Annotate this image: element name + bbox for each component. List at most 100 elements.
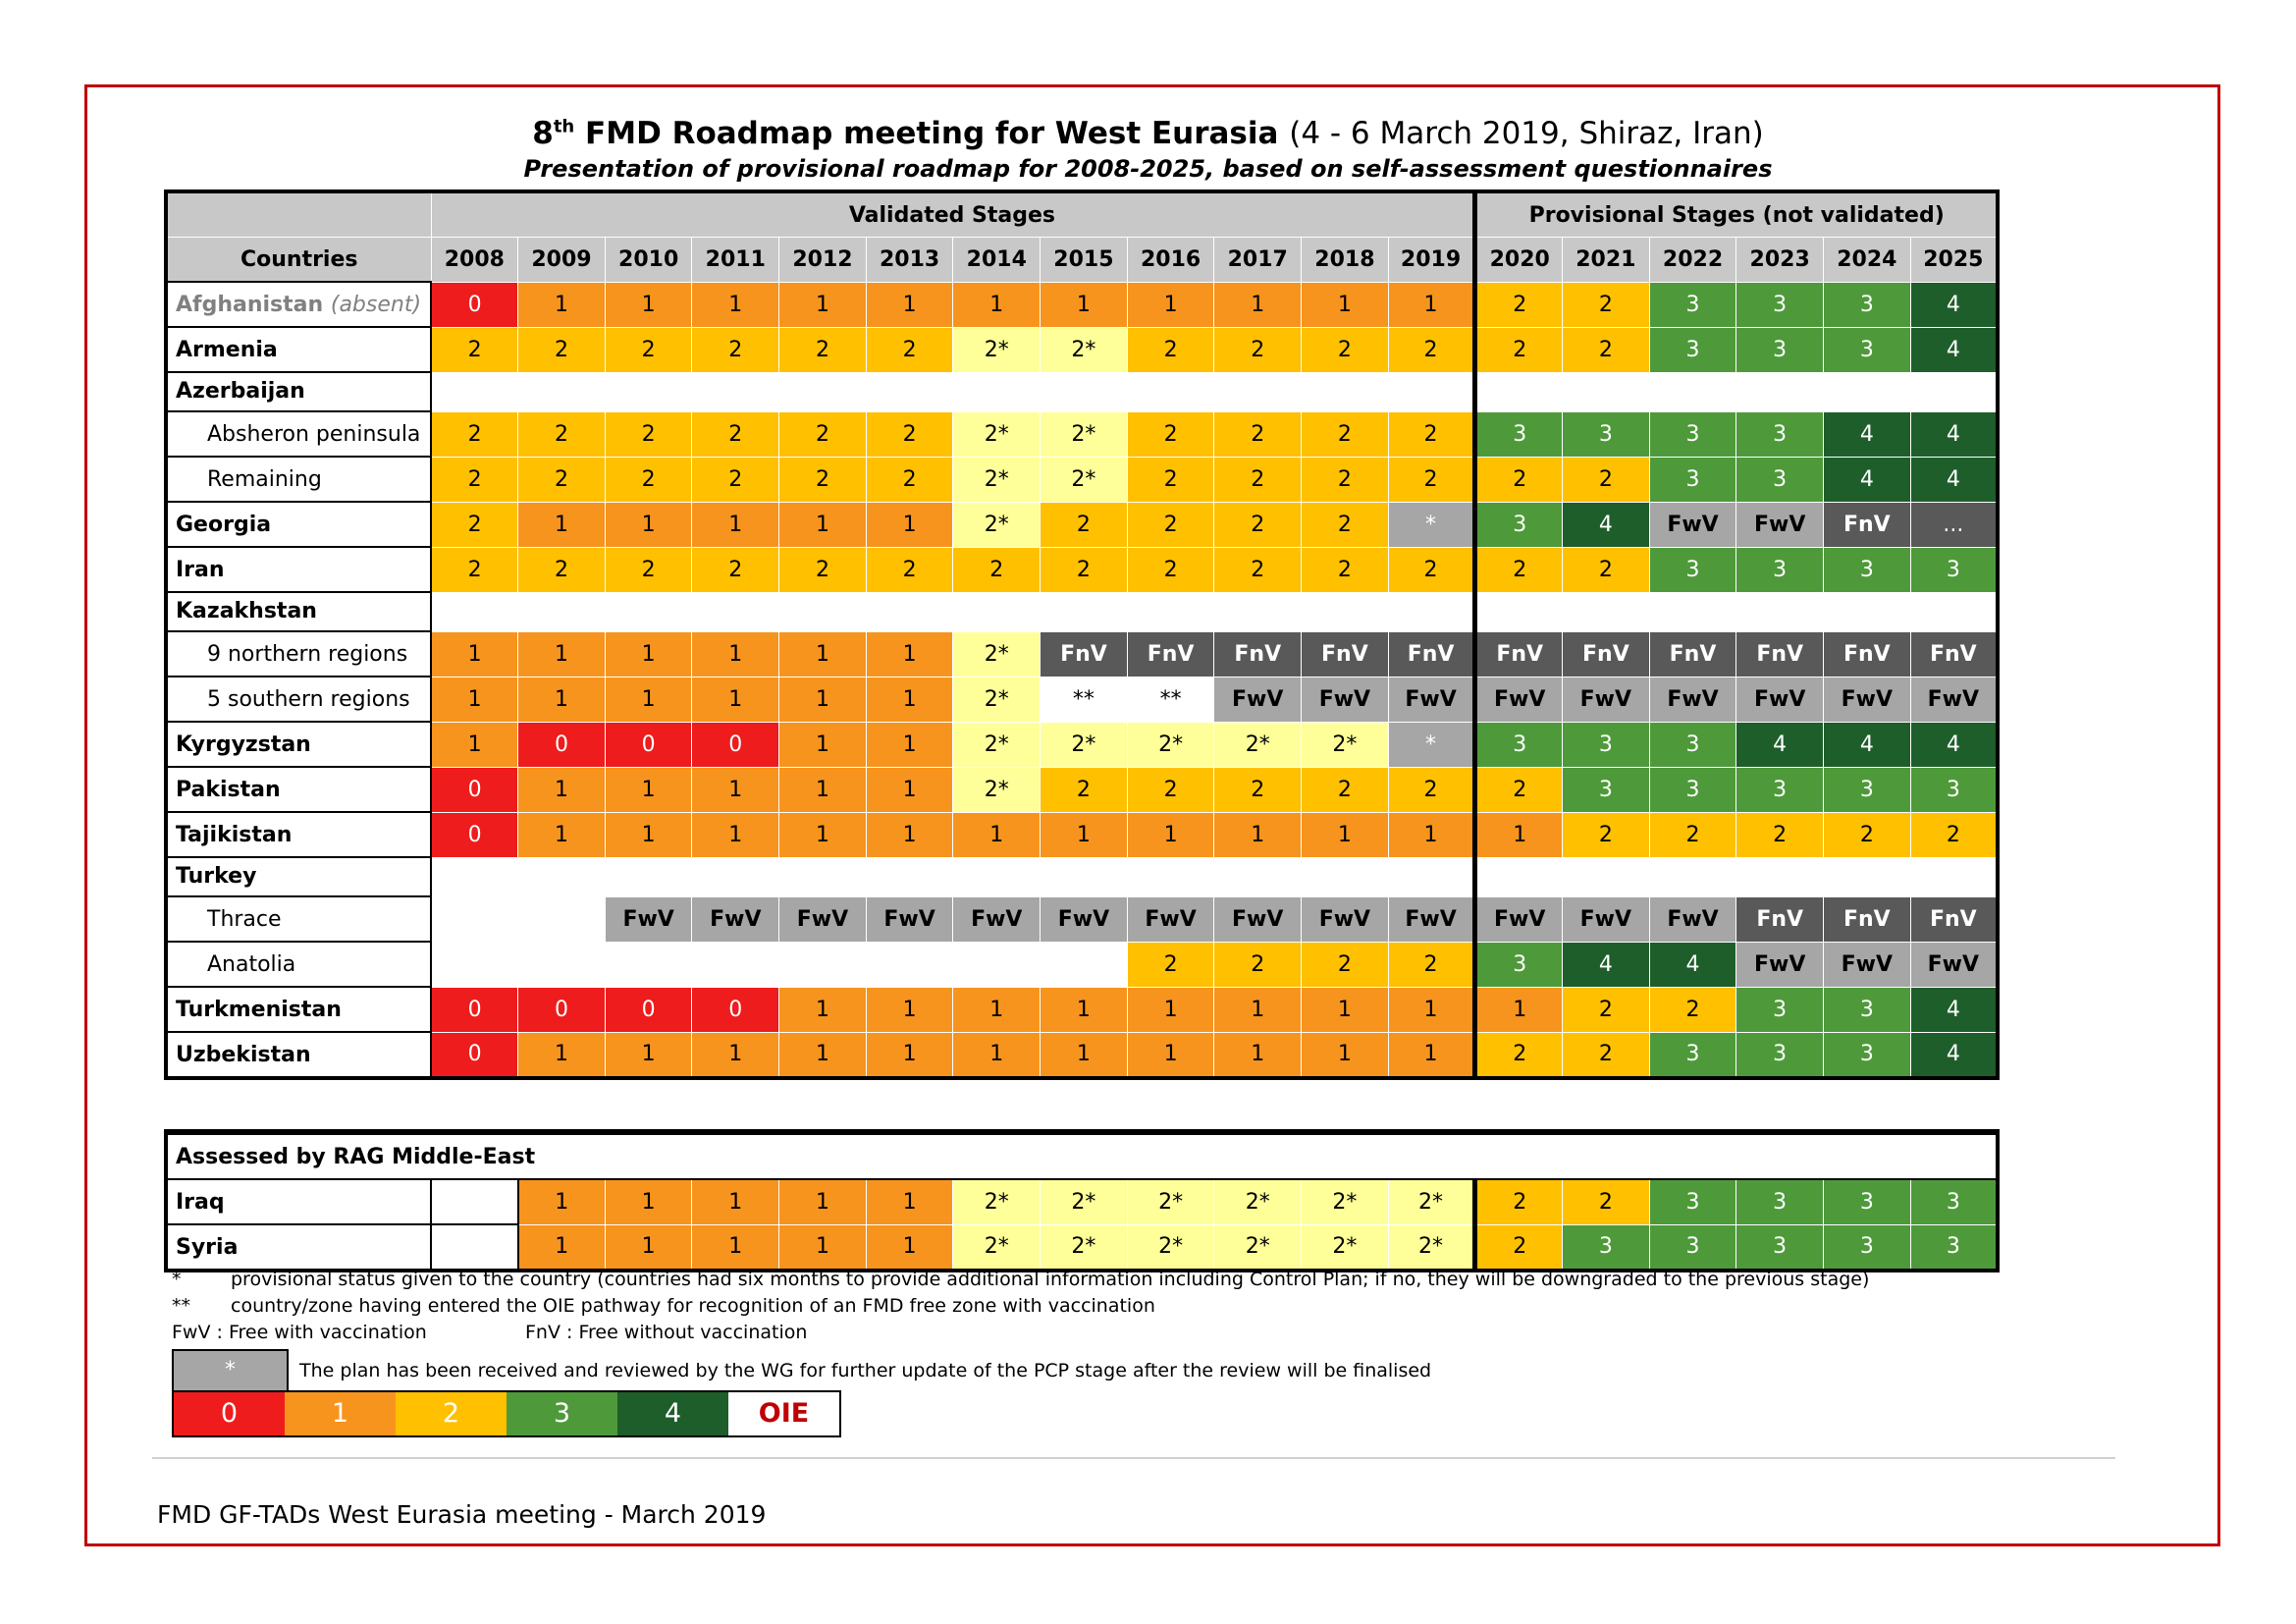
stage-cell — [430, 895, 519, 943]
stage-cell: 2 — [1301, 326, 1389, 373]
stage-cell: 2 — [1213, 456, 1303, 503]
stage-cell: 2 — [691, 456, 780, 503]
stage-cell: 1 — [1126, 986, 1215, 1033]
stage-cell: ... — [1909, 501, 1999, 548]
stage-cell: 2* — [952, 1223, 1041, 1272]
stage-cell: 2* — [952, 766, 1041, 813]
stage-cell: 2 — [952, 546, 1041, 593]
year-header-2019: 2019 — [1387, 237, 1476, 283]
stage-cell: 1 — [517, 630, 606, 677]
stage-cell: 2 — [1823, 811, 1911, 858]
stage-cell: 1 — [952, 986, 1041, 1033]
stage-cell: 2* — [952, 326, 1041, 373]
validated-stages-header: Validated Stages — [430, 190, 1476, 238]
stage-cell: 2 — [1213, 546, 1303, 593]
stage-cell: 4 — [1909, 986, 1999, 1033]
stage-cell: 1 — [865, 1178, 954, 1225]
stage-cell: 0 — [604, 986, 693, 1033]
stage-cell — [865, 941, 954, 988]
stage-cell: 2 — [430, 456, 519, 503]
stage-cell: 3 — [1472, 501, 1564, 548]
country-name: Afghanistan (absent) — [165, 281, 432, 328]
stage-cell: 1 — [778, 630, 867, 677]
stage-cell: FnV — [1301, 630, 1389, 677]
stage-cell: 1 — [778, 1223, 867, 1272]
stage-cell: 2* — [1040, 1178, 1128, 1225]
stage-cell: 2* — [1387, 1178, 1476, 1225]
stage-cell: 1 — [691, 1178, 780, 1225]
stage-cell: 2* — [952, 630, 1041, 677]
stage-cell: 1 — [604, 630, 693, 677]
country-name: Anatolia — [165, 941, 432, 988]
stage-cell: * — [1387, 721, 1476, 768]
stage-cell: 3 — [1823, 766, 1911, 813]
stage-cell: 2 — [1126, 941, 1215, 988]
stage-cell: 2* — [952, 456, 1041, 503]
stage-cell: 4 — [1562, 501, 1650, 548]
stage-cell: 1 — [517, 281, 606, 328]
table-row: 9 northern regions 1 1 1 1 1 1 2* FnV FnV FnV FnV Fn… — [165, 630, 1999, 677]
stage-cell: 1 — [604, 1178, 693, 1225]
stage-cell: 2 — [865, 456, 954, 503]
stage-cell: 1 — [517, 501, 606, 548]
stage-cell: 1 — [778, 501, 867, 548]
stage-cell: 3 — [1472, 941, 1564, 988]
stage-cell: 2 — [1387, 456, 1476, 503]
stage-cell: 3 — [1909, 766, 1999, 813]
legend-stage-2: 2 — [396, 1392, 507, 1435]
legend-stage-bar: 0 1 2 3 4 OIE — [172, 1390, 841, 1437]
stage-cell: 2 — [1387, 941, 1476, 988]
stage-cell: FwV — [1648, 895, 1737, 943]
stage-cell: 4 — [1909, 326, 1999, 373]
page-footer: FMD GF-TADs West Eurasia meeting - March… — [157, 1500, 767, 1529]
country-name: Absheron peninsula — [165, 410, 432, 458]
stage-cell: 3 — [1648, 766, 1737, 813]
stage-cell: 0 — [691, 986, 780, 1033]
stage-cell: FwV — [1126, 895, 1215, 943]
stage-cell: 3 — [1648, 1031, 1737, 1079]
stage-cell: 3 — [1648, 721, 1737, 768]
stage-cell: 1 — [604, 676, 693, 723]
stage-cell: 1 — [1040, 986, 1128, 1033]
country-name: Turkmenistan — [165, 986, 432, 1033]
stage-cell: 2* — [952, 501, 1041, 548]
footer-divider — [152, 1457, 2115, 1459]
stage-cell: FwV — [952, 895, 1041, 943]
stage-cell: 3 — [1823, 1031, 1911, 1079]
stage-cell: 2 — [1562, 326, 1650, 373]
stage-cell: 2 — [1562, 546, 1650, 593]
year-header-2014: 2014 — [952, 237, 1041, 283]
stage-cell: 1 — [778, 721, 867, 768]
table-row: Georgia 2 1 1 1 1 1 2* 2 2 2 2 * 3 4 FwV FwV FnV... — [165, 501, 1999, 548]
rag-header: Assessed by RAG Middle-East — [165, 1133, 1999, 1180]
stage-cell: 2 — [1735, 811, 1824, 858]
stage-cell: 2 — [1562, 986, 1650, 1033]
stage-cell: FwV — [1213, 895, 1303, 943]
stage-cell: 1 — [778, 1178, 867, 1225]
year-header-2015: 2015 — [1040, 237, 1128, 283]
stage-cell: 1 — [865, 281, 954, 328]
stage-cell: 2 — [1562, 1031, 1650, 1079]
stage-cell: 4 — [1909, 1031, 1999, 1079]
stage-cell: 2 — [1562, 456, 1650, 503]
stage-cell: 2* — [1040, 326, 1128, 373]
stage-cell: 1 — [1213, 1031, 1303, 1079]
stage-cell: 2 — [1213, 326, 1303, 373]
group-spacer — [1472, 591, 1999, 632]
rag-table: Assessed by RAG Middle-East Iraq 1 1 1 1 1 2* 2*… — [164, 1129, 2000, 1272]
stage-cell: 2* — [1301, 1178, 1389, 1225]
stage-cell: 1 — [1387, 1031, 1476, 1079]
country-name: Uzbekistan — [165, 1031, 432, 1079]
stage-cell: 2 — [1472, 1223, 1564, 1272]
stage-cell: FnV — [1648, 630, 1737, 677]
stage-cell: 3 — [1648, 1178, 1737, 1225]
group-spacer — [1472, 371, 1999, 412]
legend-oie: OIE — [728, 1392, 839, 1435]
stage-cell: FwV — [1301, 895, 1389, 943]
stage-cell: FwV — [1472, 676, 1564, 723]
year-header-2011: 2011 — [691, 237, 780, 283]
stage-cell: 0 — [517, 721, 606, 768]
stage-cell: 2 — [1562, 281, 1650, 328]
stage-cell: 2 — [1387, 766, 1476, 813]
stage-cell — [1040, 941, 1128, 988]
